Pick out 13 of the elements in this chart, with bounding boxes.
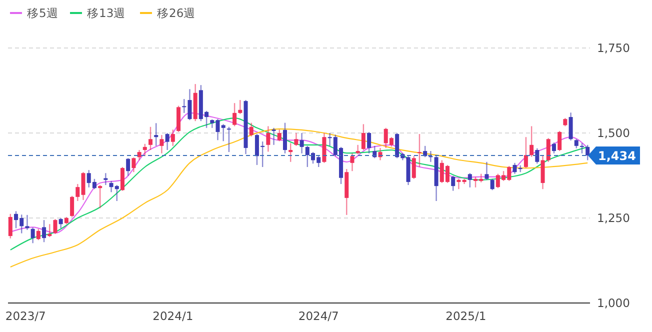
y-tick-label: 1,500 <box>597 126 630 140</box>
x-tick-label: 2024/7 <box>298 309 339 323</box>
legend-label: 移5週 <box>27 6 58 20</box>
line-series <box>10 128 588 268</box>
legend-label: 移13週 <box>87 6 126 20</box>
x-tick-label: 2024/1 <box>152 309 194 323</box>
y-tick-label: 1,000 <box>597 296 630 310</box>
ref-line-label: 1,434 <box>598 148 636 163</box>
x-tick-label: 2025/1 <box>446 309 486 323</box>
y-tick-label: 1,750 <box>597 41 630 55</box>
y-tick-label: 1,250 <box>597 211 630 225</box>
legend-label: 移26週 <box>157 6 196 20</box>
x-tick-label: 2023/7 <box>5 309 46 323</box>
